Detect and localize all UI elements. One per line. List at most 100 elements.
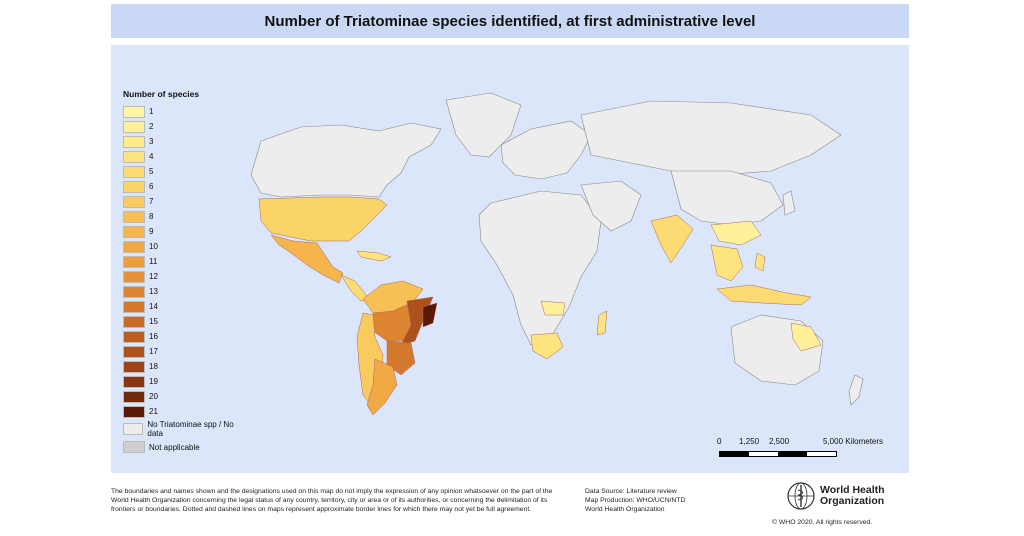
region-europe [500, 120, 592, 180]
scale-label-0: 0 [717, 437, 722, 446]
legend-swatch [123, 360, 145, 373]
legend-swatch [123, 105, 145, 118]
legend-row: 11 [123, 254, 243, 269]
legend-swatch [123, 330, 145, 343]
legend-label: 12 [149, 272, 158, 281]
legend-swatch [123, 165, 145, 178]
who-emblem-icon [787, 482, 815, 510]
legend-row: 1 [123, 104, 243, 119]
region-southeast-asia [710, 244, 744, 282]
region-india [650, 214, 694, 264]
legend-swatch [123, 390, 145, 403]
legend-swatch [123, 195, 145, 208]
legend-label: 2 [149, 122, 154, 131]
region-australia [730, 314, 824, 386]
legend-label: 14 [149, 302, 158, 311]
region-argentina [366, 358, 398, 416]
legend-row: 2 [123, 119, 243, 134]
legend-label: 15 [149, 317, 158, 326]
legend-row: 13 [123, 284, 243, 299]
region-brazil-south [386, 340, 416, 376]
disclaimer: The boundaries and names shown and the d… [111, 488, 553, 513]
legend-label: 1 [149, 107, 154, 116]
region-south-africa [530, 332, 564, 360]
legend-row: 20 [123, 389, 243, 404]
credits-organization: World Health Organization [585, 505, 665, 513]
legend-label: 21 [149, 407, 158, 416]
region-greenland [445, 92, 522, 158]
legend-label: 11 [149, 257, 158, 266]
credits-map-production: Map Production: WHO/UCN/NTD [585, 496, 686, 504]
legend-row: 7 [123, 194, 243, 209]
legend-label: 10 [149, 242, 158, 251]
legend-row: 12 [123, 269, 243, 284]
who-logo-line2: Organization [820, 495, 885, 507]
region-mexico [270, 234, 344, 284]
region-philippines [754, 252, 766, 272]
world-map [250, 92, 864, 416]
legend-row: 5 [123, 164, 243, 179]
legend-no-data-label: No Triatominae spp / No data [147, 420, 234, 438]
who-logo-text: World Health Organization [820, 485, 885, 507]
region-indonesia [716, 284, 812, 306]
legend-row: 3 [123, 134, 243, 149]
legend-swatch [123, 120, 145, 133]
legend-swatch [123, 225, 145, 238]
legend-label: 9 [149, 227, 154, 236]
region-japan [782, 190, 796, 216]
region-usa [258, 196, 388, 242]
region-middle-east [580, 180, 642, 232]
who-logo-line1: World Health [820, 484, 885, 496]
legend-swatch [123, 150, 145, 163]
legend-row: 6 [123, 179, 243, 194]
legend-label: 13 [149, 287, 158, 296]
map-frame: Number of species 1 2 3 4 5 6 7 8 9 10 11 12 13 14 15 1… [111, 45, 909, 473]
legend-row: 17 [123, 344, 243, 359]
legend-swatch [123, 300, 145, 313]
legend-no-data-row: No Triatominae spp / No data [123, 420, 243, 438]
legend-row: 10 [123, 239, 243, 254]
legend-swatch [123, 375, 145, 388]
legend-label: 20 [149, 392, 158, 401]
legend-row: 4 [123, 149, 243, 164]
region-china-south [710, 220, 762, 246]
region-north-america-north [250, 122, 442, 198]
region-north-asia [580, 100, 842, 176]
title-bar: Number of Triatominae species identified… [111, 4, 909, 38]
legend-row: 8 [123, 209, 243, 224]
legend-row: 9 [123, 224, 243, 239]
legend-swatch [123, 255, 145, 268]
region-africa-east [540, 300, 566, 316]
legend-label: 8 [149, 212, 154, 221]
region-queensland [790, 322, 822, 352]
region-central-america [340, 274, 370, 302]
legend-row: 15 [123, 314, 243, 329]
scale-bar-graphic [719, 451, 837, 457]
legend-swatch [123, 135, 145, 148]
credits: Data Source: Literature review Map Produ… [585, 488, 735, 514]
legend-swatch [123, 210, 145, 223]
region-africa [478, 190, 602, 346]
legend-label: 4 [149, 152, 154, 161]
credits-data-source: Data Source: Literature review [585, 488, 677, 495]
legend-not-applicable-label: Not applicable [149, 442, 200, 452]
legend-row: 16 [123, 329, 243, 344]
legend-label: 19 [149, 377, 158, 386]
legend-label: 17 [149, 347, 158, 356]
scale-bar: 0 1,250 2,500 5,000 Kilometers [717, 437, 899, 467]
region-caribbean [356, 250, 392, 262]
legend-not-applicable-swatch [123, 441, 145, 453]
scale-label-1250: 1,250 [739, 437, 760, 446]
legend: Number of species 1 2 3 4 5 6 7 8 9 10 11 12 13 14 15 1… [123, 89, 243, 455]
legend-title: Number of species [123, 89, 200, 99]
legend-swatch [123, 270, 145, 283]
region-brazil-east [422, 302, 438, 328]
legend-swatch [123, 315, 145, 328]
legend-row: 19 [123, 374, 243, 389]
legend-label: 5 [149, 167, 154, 176]
legend-row: 14 [123, 299, 243, 314]
scale-label-5000: 5,000 Kilometers [823, 437, 884, 446]
legend-no-data-swatch [123, 423, 144, 435]
legend-row: 18 [123, 359, 243, 374]
scale-labels: 0 1,250 2,500 5,000 Kilometers [717, 437, 899, 447]
